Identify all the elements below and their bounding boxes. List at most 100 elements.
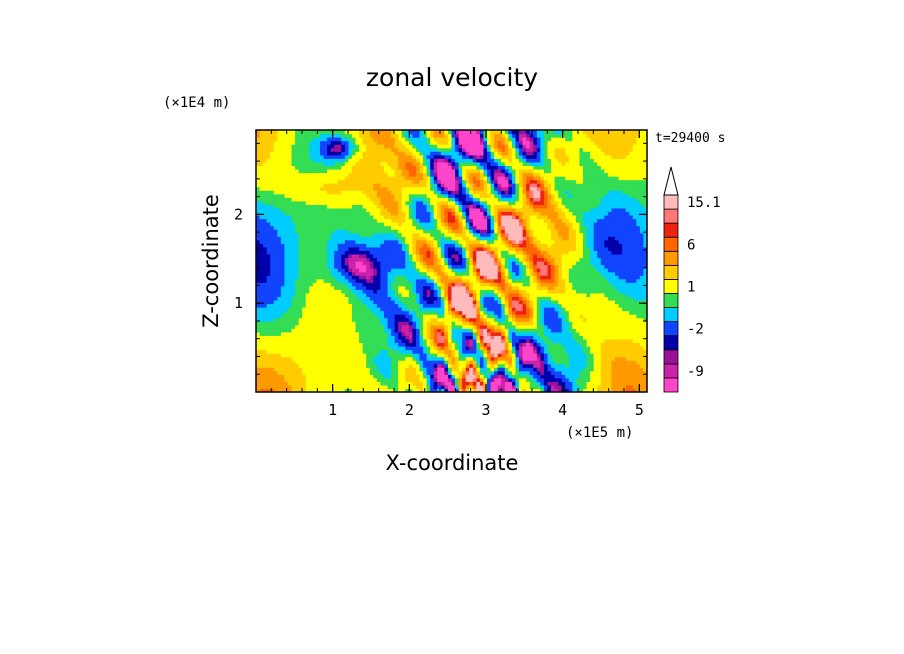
field-cell <box>355 363 360 368</box>
field-cell <box>256 314 261 319</box>
field-cell <box>455 229 460 234</box>
field-cell <box>287 207 293 213</box>
field-cell <box>419 179 424 184</box>
field-cell <box>376 264 381 269</box>
field-cell <box>362 236 367 241</box>
field-cell <box>405 374 410 379</box>
field-cell <box>334 331 339 336</box>
field-cell <box>348 377 353 382</box>
field-cell <box>298 236 303 241</box>
field-cell <box>266 317 271 322</box>
field-cell <box>344 296 350 301</box>
field-cell <box>291 137 296 142</box>
field-cell <box>405 268 410 273</box>
field-cell <box>415 193 421 198</box>
field-cell <box>344 268 350 273</box>
field-cell <box>298 331 303 336</box>
field-cell <box>351 151 357 156</box>
field-cell <box>479 261 485 266</box>
field-cell <box>483 236 488 241</box>
field-cell <box>405 193 410 198</box>
field-cell <box>351 342 357 347</box>
field-cell <box>362 197 367 202</box>
field-cell <box>270 381 275 386</box>
field-cell <box>415 264 421 269</box>
field-cell <box>344 307 350 312</box>
field-cell <box>483 356 488 361</box>
field-cell <box>344 349 350 354</box>
field-cell <box>490 193 495 198</box>
field-cell <box>391 225 396 230</box>
field-cell <box>291 250 296 255</box>
field-cell <box>419 211 424 216</box>
field-cell <box>366 197 371 202</box>
field-cell <box>273 197 278 202</box>
field-cell <box>451 370 456 375</box>
field-cell <box>401 384 406 390</box>
field-cell <box>469 367 474 372</box>
field-cell <box>256 370 261 375</box>
field-cell <box>355 289 360 294</box>
field-cell <box>444 377 449 382</box>
field-cell <box>419 257 424 262</box>
field-cell <box>412 144 417 149</box>
field-cell <box>444 204 449 209</box>
field-cell <box>348 363 353 368</box>
field-cell <box>280 331 286 336</box>
field-cell <box>273 190 278 195</box>
field-cell <box>266 222 271 227</box>
field-cell <box>341 137 346 142</box>
field-cell <box>337 172 342 177</box>
field-cell <box>287 264 293 269</box>
field-cell <box>348 261 353 266</box>
field-cell <box>259 342 264 347</box>
field-cell <box>362 246 367 251</box>
field-cell <box>437 140 442 145</box>
field-cell <box>490 388 495 392</box>
field-cell <box>280 207 286 213</box>
field-cell <box>451 271 456 276</box>
field-cell <box>462 299 467 305</box>
field-cell <box>327 289 332 294</box>
field-cell <box>387 147 392 152</box>
field-cell <box>391 278 396 283</box>
field-cell <box>298 246 303 251</box>
field-cell <box>391 349 396 354</box>
field-cell <box>440 211 445 216</box>
field-cell <box>291 367 296 372</box>
field-cell <box>348 257 353 262</box>
field-cell <box>465 190 470 195</box>
field-cell <box>373 363 378 368</box>
field-cell <box>412 292 417 297</box>
field-cell <box>373 144 378 149</box>
field-cell <box>376 218 381 223</box>
field-cell <box>298 324 303 329</box>
field-cell <box>391 285 396 290</box>
field-cell <box>458 285 463 290</box>
field-cell <box>479 183 485 188</box>
field-cell <box>437 214 442 220</box>
field-cell <box>380 367 385 372</box>
field-cell <box>302 275 307 280</box>
field-cell <box>387 197 392 202</box>
field-cell <box>323 154 328 159</box>
field-cell <box>312 151 318 156</box>
field-cell <box>415 197 421 202</box>
field-cell <box>266 161 271 166</box>
field-cell <box>412 197 417 202</box>
field-cell <box>391 282 396 287</box>
field-cell <box>366 268 371 273</box>
field-cell <box>305 225 310 230</box>
field-cell <box>284 345 289 351</box>
field-cell <box>487 349 492 354</box>
field-cell <box>312 218 318 223</box>
field-cell <box>348 154 353 159</box>
field-cell <box>287 278 293 283</box>
field-cell <box>483 314 488 319</box>
field-cell <box>483 197 488 202</box>
field-cell <box>270 144 275 149</box>
field-cell <box>408 190 413 195</box>
field-cell <box>380 388 385 392</box>
field-cell <box>487 324 492 329</box>
field-cell <box>316 335 321 340</box>
